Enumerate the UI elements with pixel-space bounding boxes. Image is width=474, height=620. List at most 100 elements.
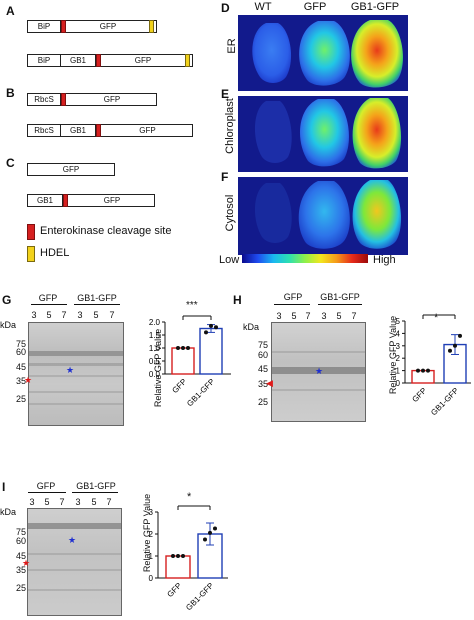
column-header-gb1-gfp: GB1-GFP (350, 1, 400, 13)
chart-i-data-point (181, 554, 185, 558)
chart-g-tick-label: 1.0 (149, 344, 161, 353)
gel-i-group-gfp: GFP (36, 481, 56, 491)
chart-i-data-point (176, 554, 180, 558)
chart-g-category-label: GB1-GFP (185, 377, 216, 408)
gel-i-marker: 25 (15, 583, 26, 593)
panel-label-g: G (2, 293, 12, 307)
chart-i-ylabel: Relative GFP Value (142, 493, 152, 573)
chart-h-data-point (453, 343, 457, 348)
gel-i-lane-label: 3 (29, 497, 35, 507)
chart-g-tick-label: 1.5 (149, 331, 161, 340)
chart-h-tick-label: 0 (396, 379, 401, 388)
gel-i-image (27, 508, 122, 616)
chart-g-bar (171, 347, 195, 375)
chart-h-data-point (458, 333, 462, 338)
chart-h-significance: * (434, 312, 439, 324)
gel-h-group-gb1-gfp-underline (318, 304, 362, 305)
chart-i-data-point (171, 554, 175, 558)
chart-i-data-point (203, 537, 207, 542)
leaf-cytosol-gfp (298, 181, 350, 249)
enterokinase-site (61, 93, 66, 106)
chart-h-tick-label: 5 (396, 317, 401, 326)
enterokinase-site (96, 124, 101, 137)
segment-rbcs: RbcS (28, 94, 61, 105)
gel-i-group-gb1-gfp: GB1-GFP (76, 481, 116, 491)
gel-i-lane-label: 5 (44, 497, 50, 507)
segment-bip: BiP (28, 55, 61, 66)
chart-h-ylabel: Relative GFP Value (388, 315, 398, 395)
gel-g-lane-label: 5 (93, 310, 99, 320)
chart-i-tick-label: 1 (149, 552, 154, 561)
chart-g-tick-label: 0.5 (149, 357, 161, 366)
gel-i-group-gb1-gfp-underline (72, 492, 118, 493)
chart-g-data-point (214, 325, 218, 330)
legend-yellow-swatch (27, 246, 35, 262)
gel-h-image (271, 322, 366, 422)
construct-rbcs-gb1-gfp: RbcS GB1 GFP (27, 124, 193, 137)
segment-bip: BiP (28, 21, 61, 32)
gel-g-marker: 75 (15, 339, 26, 349)
gel-h-marker: 45 (257, 364, 268, 374)
gel-g-kda-label: kDa (0, 320, 17, 330)
chart-g-tick-label: 2.0 (149, 318, 161, 327)
leaf-heatmap-grid (238, 15, 408, 255)
gel-i-marker: 35 (15, 565, 26, 575)
legend-red-swatch (27, 224, 35, 240)
column-header-wt: WT (254, 1, 272, 13)
chart-i-tick-label: 0 (149, 574, 154, 583)
gel-h-kda-label: kDa (243, 322, 260, 332)
segment-gb1: GB1 (28, 195, 63, 206)
gel-g-gb1-gfp-band-marker: ★ (66, 365, 75, 375)
construct-bip-gfp: BiP GFP (27, 20, 157, 33)
gel-g-marker: 25 (15, 394, 26, 404)
chart-i-tick-label: 2 (149, 530, 154, 539)
chart-i-category-label: GFP (165, 581, 183, 599)
enterokinase-site (63, 194, 68, 207)
leaf-chloroplast-gb1-gfp (352, 98, 402, 169)
chart-i-data-point (213, 526, 217, 531)
gel-h-gfp-band-marker: ◀ (266, 378, 273, 388)
gel-g-lane-label: 3 (31, 310, 37, 320)
chart-g-data-point (181, 346, 185, 350)
gel-i-gfp-band-marker: ★ (22, 558, 31, 568)
segment-gb1: GB1 (61, 55, 96, 66)
chart-g-tick-label: 0.0 (149, 370, 161, 379)
chart-h-category-label: GFP (410, 386, 428, 404)
column-header-gfp: GFP (303, 1, 327, 13)
leaf-er-gb1-gfp (351, 20, 403, 88)
gel-h-marker: 25 (257, 397, 268, 407)
construct-gfp: GFP (27, 163, 115, 176)
gel-h-marker: 75 (257, 340, 268, 350)
hdel-tag (185, 54, 190, 67)
gel-i-lane-label: 3 (75, 497, 81, 507)
gel-g-group-gfp: GFP (38, 293, 58, 303)
chart-i-data-point (208, 530, 212, 535)
gel-g-group-gb1-gfp-underline (74, 304, 120, 305)
chart-g-significance: *** (186, 300, 198, 311)
leaf-er-wt (252, 23, 292, 83)
gel-h-group-gfp-underline (274, 304, 310, 305)
enterokinase-site (61, 20, 66, 33)
construct-rbcs-gfp: RbcS GFP (27, 93, 157, 106)
gel-g-lane-label: 5 (46, 310, 52, 320)
construct-bip-gb1-gfp: BiP GB1 GFP (27, 54, 193, 67)
segment-gfp: GFP (103, 196, 121, 205)
chart-h-tick-label: 4 (396, 329, 401, 338)
chart-h-tick-label: 1 (396, 367, 401, 376)
gel-g-lane-label: 3 (77, 310, 83, 320)
gel-g-group-gb1-gfp: GB1-GFP (77, 293, 117, 303)
chart-i-bar (165, 555, 191, 579)
leaf-chloroplast-gfp (299, 99, 349, 167)
segment-gfp: GFP (99, 22, 117, 31)
gel-i-lane-label: 5 (91, 497, 97, 507)
gel-h-lane-label: 3 (321, 311, 327, 321)
gel-h-group-gb1-gfp: GB1-GFP (320, 292, 360, 302)
gel-h-lane-label: 3 (276, 311, 282, 321)
gel-h-group-gfp: GFP (283, 292, 303, 302)
gel-g-marker: 35 (15, 376, 26, 386)
chart-h-tick-label: 2 (396, 354, 401, 363)
gel-i-lane-label: 7 (106, 497, 112, 507)
colorbar-low-label: Low (219, 254, 240, 266)
panel-label-d: D (221, 1, 230, 15)
